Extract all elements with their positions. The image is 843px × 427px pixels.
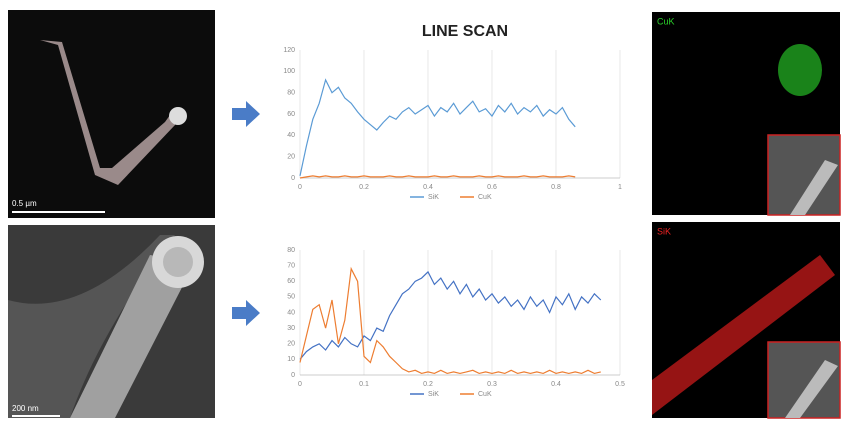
x-tick-label: 0 bbox=[298, 381, 302, 388]
data-line bbox=[299, 78, 576, 177]
si-signal bbox=[652, 255, 835, 415]
y-tick-label: 50 bbox=[287, 294, 295, 301]
inset-wire bbox=[785, 360, 838, 418]
x-tick-label: 0.4 bbox=[423, 184, 433, 191]
y-tick-label: 70 bbox=[287, 262, 295, 269]
y-tick-label: 80 bbox=[287, 90, 295, 97]
y-tick-label: 0 bbox=[291, 372, 295, 379]
y-tick-label: 80 bbox=[287, 247, 295, 254]
y-tick-label: 0 bbox=[291, 175, 295, 182]
y-tick-label: 60 bbox=[287, 278, 295, 285]
legend-label: SiK bbox=[428, 391, 439, 398]
arrow bbox=[232, 101, 260, 127]
nanowire bbox=[70, 255, 195, 418]
x-tick-label: 0.5 bbox=[615, 381, 625, 388]
cu-signal bbox=[778, 44, 822, 96]
legend-label: CuK bbox=[478, 391, 492, 398]
scale-label: 0.5 µm bbox=[12, 199, 37, 208]
nanowire-tip bbox=[169, 107, 187, 125]
scale-label: 200 nm bbox=[12, 404, 39, 413]
legend-label: SiK bbox=[428, 194, 439, 201]
y-tick-label: 100 bbox=[283, 68, 295, 75]
background-wire bbox=[8, 235, 175, 418]
data-line bbox=[299, 270, 602, 360]
x-tick-label: 0 bbox=[298, 184, 302, 191]
y-tick-label: 40 bbox=[287, 309, 295, 316]
data-line bbox=[299, 266, 601, 375]
y-tick-label: 20 bbox=[287, 341, 295, 348]
x-tick-label: 0.6 bbox=[487, 184, 497, 191]
arrow bbox=[232, 300, 260, 326]
map-label: CuK bbox=[657, 16, 675, 26]
x-tick-label: 0.2 bbox=[359, 184, 369, 191]
x-tick-label: 0.3 bbox=[487, 381, 497, 388]
x-tick-label: 1 bbox=[618, 184, 622, 191]
nanowire bbox=[40, 40, 182, 185]
x-tick-label: 0.8 bbox=[551, 184, 561, 191]
map-label: SiK bbox=[657, 226, 671, 236]
nanowire-core bbox=[163, 247, 193, 277]
y-tick-label: 30 bbox=[287, 325, 295, 332]
x-tick-label: 0.4 bbox=[551, 381, 561, 388]
y-tick-label: 40 bbox=[287, 132, 295, 139]
y-tick-label: 20 bbox=[287, 154, 295, 161]
inset-wire bbox=[790, 160, 838, 215]
data-line bbox=[299, 175, 576, 179]
y-tick-label: 10 bbox=[287, 356, 295, 363]
figure-title: LINE SCAN bbox=[422, 23, 508, 40]
y-tick-label: 120 bbox=[283, 47, 295, 54]
y-tick-label: 60 bbox=[287, 111, 295, 118]
x-tick-label: 0.2 bbox=[423, 381, 433, 388]
x-tick-label: 0.1 bbox=[359, 381, 369, 388]
legend-label: CuK bbox=[478, 194, 492, 201]
